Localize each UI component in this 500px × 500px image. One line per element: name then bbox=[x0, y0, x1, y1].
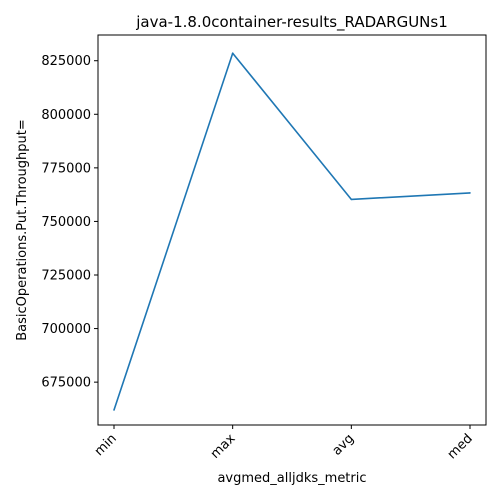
y-tick-label: 775000 bbox=[41, 161, 91, 176]
chart-title: java-1.8.0container-results_RADARGUNs1 bbox=[135, 13, 448, 32]
y-axis-label: BasicOperations.Put.Throughput= bbox=[15, 119, 30, 341]
data-point-med bbox=[469, 192, 471, 194]
data-point-min bbox=[113, 409, 115, 411]
y-tick-label: 675000 bbox=[41, 376, 91, 391]
plot-area bbox=[97, 34, 487, 426]
y-tick-label: 725000 bbox=[41, 269, 91, 284]
y-tick-label: 750000 bbox=[41, 215, 91, 230]
y-tick-label: 800000 bbox=[41, 108, 91, 123]
data-point-avg bbox=[350, 198, 353, 201]
y-axis-ticks: 675000 700000 725000 750000 775000 800000 8250… bbox=[41, 54, 98, 391]
y-tick-label: 700000 bbox=[41, 322, 91, 337]
plot-frame bbox=[97, 34, 487, 426]
data-point-max bbox=[231, 52, 234, 55]
series-line bbox=[113, 52, 471, 411]
y-tick-label: 825000 bbox=[41, 54, 91, 69]
x-axis-label: avgmed_alljdks_metric bbox=[217, 471, 366, 486]
